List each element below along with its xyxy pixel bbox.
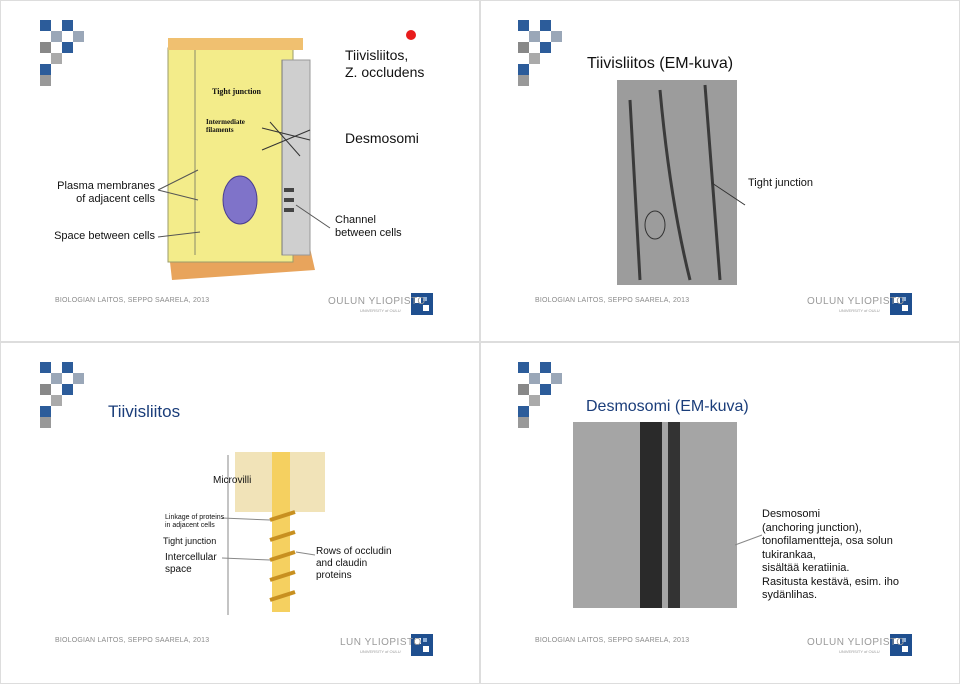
- deco-squares: [518, 20, 562, 86]
- text-line: Channel: [335, 214, 376, 226]
- logo-sub: UNIVERSITY of OULU: [839, 308, 880, 313]
- text-line: space: [165, 564, 192, 575]
- label: Microvilli: [213, 475, 252, 486]
- figure-label: Intermediate filaments: [206, 118, 245, 135]
- text-line: Z. occludens: [345, 63, 425, 80]
- text-line: Rasitusta kestävä, esim. iho: [762, 575, 899, 588]
- figure-label: Tight junction: [212, 87, 261, 96]
- text-line: proteins: [316, 570, 352, 581]
- label: Channel between cells: [335, 214, 402, 240]
- text-line: Intermediate: [206, 118, 245, 126]
- footer: BIOLOGIAN LAITOS, SEPPO SAARELA, 2013: [55, 297, 210, 304]
- text-line: Rows of occludin: [316, 546, 392, 557]
- deco-squares: [518, 362, 562, 428]
- logo-name: OULUN YLIOPISTO: [328, 296, 426, 307]
- text-line: tukirankaa,: [762, 548, 816, 561]
- label: Tight junction: [748, 177, 814, 189]
- slide-title: Desmosomi (EM-kuva): [586, 398, 749, 415]
- label: Tight junction: [163, 536, 217, 546]
- logo-sub: UNIVERSITY of OULU: [839, 649, 880, 654]
- deco-squares: [40, 20, 84, 86]
- text-line: Intercellular: [165, 552, 217, 563]
- slide-subtitle: Desmosomi: [345, 130, 419, 146]
- text-line: of adjacent cells: [76, 193, 155, 206]
- logo-sub: UNIVERSITY of OULU: [360, 649, 401, 654]
- slide-title: Tiivisliitos, Z. occludens: [345, 47, 424, 81]
- text-line: in adjacent cells: [165, 522, 215, 530]
- text-line: filaments: [206, 126, 234, 135]
- text-line: Tiivisliitos,: [345, 47, 409, 63]
- footer: BIOLOGIAN LAITOS, SEPPO SAARELA, 2013: [535, 297, 690, 304]
- label: Space between cells: [54, 230, 155, 242]
- logo-sub: UNIVERSITY of OULU: [360, 308, 401, 313]
- body-text: Desmosomi (anchoring junction), tonofilame…: [762, 508, 899, 603]
- text-line: Desmosomi: [762, 508, 821, 520]
- slide-title: Tiivisliitos (EM-kuva): [587, 55, 734, 72]
- text-line: sisältää keratiinia.: [762, 562, 850, 574]
- text-line: Linkage of proteins: [165, 514, 225, 521]
- text-line: between cells: [335, 227, 402, 240]
- text-line: Plasma membranes: [57, 180, 155, 192]
- text-line: (anchoring junction),: [762, 521, 862, 534]
- deco-squares: [40, 362, 84, 428]
- footer: BIOLOGIAN LAITOS, SEPPO SAARELA, 2013: [535, 637, 690, 644]
- label: Rows of occludin and claudin proteins: [316, 546, 392, 582]
- slide-title: Tiivisliitos: [108, 402, 181, 421]
- label: Intercellular space: [165, 552, 217, 576]
- logo-name: OULUN YLIOPISTO: [807, 296, 905, 307]
- label: Plasma membranes of adjacent cells: [57, 180, 155, 206]
- logo-name: OULUN YLIOPISTO: [807, 637, 905, 648]
- footer: BIOLOGIAN LAITOS, SEPPO SAARELA, 2013: [55, 637, 210, 644]
- text-line: tonofilamentteja, osa solun: [762, 535, 893, 547]
- label: Linkage of proteins in adjacent cells: [165, 514, 224, 531]
- tight-junction-illustration: [221, 452, 325, 615]
- cell-illustration: [157, 38, 331, 280]
- text-line: sydänlihas.: [762, 589, 818, 601]
- text-line: and claudin: [316, 558, 368, 569]
- red-dot: [406, 30, 416, 40]
- logo-name: LUN YLIOPISTO: [340, 637, 422, 648]
